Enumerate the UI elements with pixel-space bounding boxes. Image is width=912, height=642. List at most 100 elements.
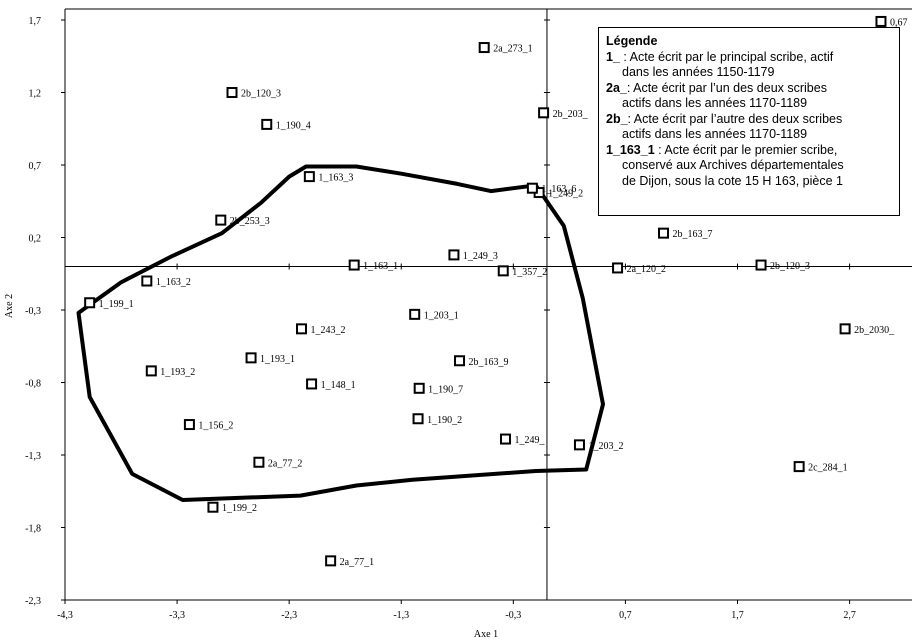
data-point: 2b_163_7 [658,227,713,240]
y-axis-title: Axe 2 [4,294,15,318]
data-point: 1_199_2 [207,501,257,514]
data-point: 0,67 [875,15,908,28]
data-point: 1_163_3 [303,171,353,184]
legend-entry-key: 1_ [606,49,620,64]
point-label: 2b_203_ [553,109,589,120]
data-point: 1_243_2 [295,323,345,336]
x-tick-label: 1,7 [731,610,744,621]
point-label: 2a_77_2 [268,458,302,469]
point-marker [612,262,624,274]
point-label: 1_199_2 [222,503,257,514]
point-marker [141,275,153,287]
point-label: 1_163_3 [318,173,353,184]
point-label: 1_249_2 [548,189,583,200]
y-tick-label: -0,3 [25,306,41,317]
point-label: 1_148_1 [321,380,356,391]
legend-entry-continuation: conservé aux Archives départementales de… [622,158,844,188]
point-marker [526,182,538,194]
point-marker [875,15,887,27]
x-tick-label: -0,3 [505,610,521,621]
point-label: 1_190_2 [427,415,462,426]
point-label: 1_193_2 [160,367,195,378]
cluster-outline [76,164,605,502]
point-marker [412,413,424,425]
data-point: 1_148_1 [306,378,356,391]
legend-entry-continuation: dans les années 1150-1179 [622,65,775,79]
point-marker [839,323,851,335]
point-label: 1_190_4 [276,120,311,131]
y-tick-label: 1,2 [29,89,42,100]
data-point: 1_193_1 [245,352,295,365]
data-point: 1_190_4 [261,118,311,131]
legend-entry-continuation: actifs dans les années 1170-1189 [622,127,808,141]
point-marker [145,365,157,377]
x-tick-label: -1,3 [393,610,409,621]
point-marker [348,259,360,271]
data-point: 1_357_2 [497,265,547,278]
point-marker [303,171,315,183]
point-label: 1_249_3 [463,251,498,262]
data-point: 2a_120_2 [612,262,666,275]
point-marker [573,439,585,451]
point-label: 2a_120_2 [627,264,666,275]
points-layer: 2a_273_12b_120_31_190_42b_203_1_163_31_2… [84,15,908,568]
data-point: 1_249_ [499,433,545,446]
point-label: 2b_163_7 [673,229,713,240]
point-marker [295,323,307,335]
legend-entry: 2b_: Acte écrit par l’autre des deux scr… [606,112,891,143]
point-marker [306,378,318,390]
point-marker [497,265,509,277]
point-marker [409,308,421,320]
point-label: 1_249_ [514,435,545,446]
point-marker [478,42,490,54]
y-tick-label: 0,7 [29,161,42,172]
x-tick-label: -4,3 [57,610,73,621]
data-point: 1_249_3 [448,249,498,262]
y-tick-label: -1,3 [25,451,41,462]
data-point: 2b_163_9 [454,355,509,368]
point-marker [253,456,265,468]
legend-entry-text: : Acte écrit par l’autre des deux scribe… [627,111,843,126]
point-label: 2a_273_1 [493,44,532,55]
data-point: 1_163_2 [141,275,191,288]
legend-entry-key: 1_163_1 [606,142,655,157]
point-label: 2b_120_3 [770,261,810,272]
point-label: 2b_253_3 [230,216,270,227]
point-label: 1_163_2 [156,277,191,288]
point-label: 2b_163_9 [469,357,509,368]
legend-entry-continuation: actifs dans les années 1170-1189 [622,96,808,110]
legend-entry-text: : Acte écrit par le principal scribe, ac… [619,49,834,64]
point-label: 2b_2030_ [854,325,895,336]
data-point: 1_163_1 [348,259,398,272]
data-point: 1_190_2 [412,413,462,426]
legend-entry-key: 2b_ [606,111,628,126]
point-marker [207,501,219,513]
y-tick-label: -2,3 [25,596,41,607]
data-point: 1_203_1 [409,308,459,321]
point-label: 1_357_2 [512,267,547,278]
legend-entry-key: 2a_ [606,80,627,95]
y-tick-label: -0,8 [25,379,41,390]
point-label: 2b_120_3 [241,89,281,100]
x-axis-title: Axe 1 [474,629,498,640]
y-tick-label: -1,8 [25,524,41,535]
point-label: 1_243_2 [310,325,345,336]
point-label: 2a_77_1 [340,557,374,568]
point-label: 0,67 [890,17,908,28]
point-label: 1_203_1 [424,310,459,321]
x-tick-label: 0,7 [619,610,632,621]
data-point: 2c_284_1 [793,461,848,474]
cluster-outline-layer [76,164,605,502]
data-point: 2b_2030_ [839,323,895,336]
point-marker [226,87,238,98]
x-tick-label: 2,7 [843,610,856,621]
point-label: 1_203_2 [588,441,623,452]
point-label: 1_163_6 [541,184,576,195]
data-point: 2a_273_1 [478,42,533,55]
data-point: 1_190_7 [413,382,463,395]
plot-frame [64,8,912,601]
point-marker [448,249,460,261]
data-point: 2b_120_3 [755,259,810,272]
legend-entry-text: : Acte écrit par l’un des deux scribes [626,80,827,95]
point-label: 1_193_1 [260,354,295,365]
